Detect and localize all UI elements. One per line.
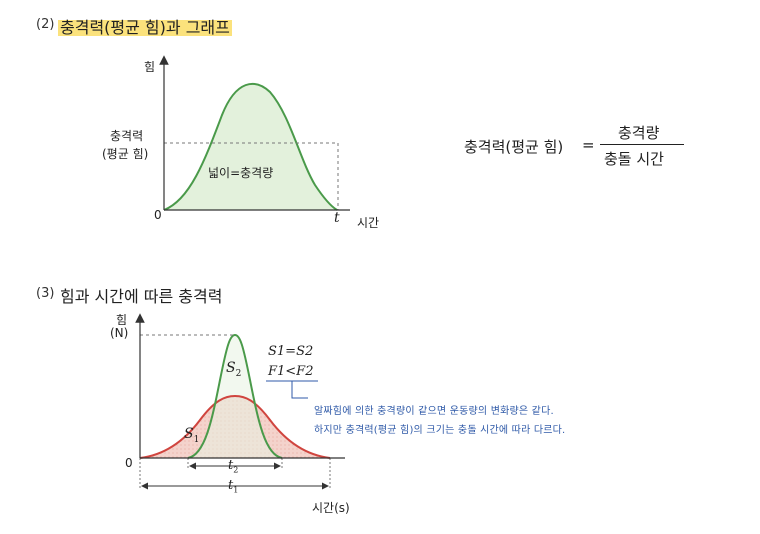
s2-letter: S [226, 360, 236, 376]
formula-fraction-line [600, 144, 684, 145]
section2-graph [159, 55, 350, 211]
relation-f1-f2: F1<F2 [268, 364, 314, 379]
note-line-2: 하지만 충격력(평균 힘)의 크기는 충돌 시간에 따라 다르다. [314, 425, 566, 436]
s2-avg-force-label-1: 충격력 [110, 129, 144, 143]
formula-numerator: 충격량 [618, 124, 660, 142]
t1-letter: t [228, 478, 234, 493]
formula-lhs: 충격력(평균 힘) [464, 138, 564, 156]
s2-area-label: 넓이=충격량 [208, 166, 274, 180]
s2-avg-force-label-2: (평균 힘) [102, 147, 149, 161]
s1-letter: S [184, 426, 194, 442]
s3-S1-label: S1 [184, 426, 199, 445]
section3-graph [135, 313, 345, 490]
red-pulse-curve [139, 394, 331, 459]
section3-number: (3) [36, 286, 55, 301]
s3-t2-label: t2 [228, 458, 238, 475]
s1-subscript: 1 [193, 434, 200, 445]
t2-subscript: 2 [233, 465, 239, 475]
s2-origin-label: 0 [154, 208, 162, 222]
s3-x-axis-label: 시간(s) [312, 501, 350, 515]
s2-subscript: 2 [235, 368, 242, 379]
green-pulse-fill [164, 83, 337, 210]
formula-equals: = [582, 136, 595, 154]
section2-title: 충격력(평균 힘)과 그래프 [58, 14, 232, 38]
s2-y-axis-label: 힘 [144, 60, 156, 74]
note-pointer [291, 381, 308, 399]
note-line-1: 알짜힘에 의한 충격량이 같으면 운동량의 변화량은 같다. [314, 406, 554, 417]
green-pulse-curve [163, 82, 338, 211]
s3-t1-label: t1 [228, 478, 238, 495]
section2-number: (2) [36, 17, 55, 32]
section3-title: 힘과 시간에 따른 충격력 [60, 287, 223, 306]
relation-s1-s2: S1=S2 [268, 344, 314, 359]
formula-denominator: 충돌 시간 [604, 150, 664, 168]
s3-S2-label: S2 [226, 360, 241, 379]
s2-t-label: t [334, 210, 340, 226]
s2-x-axis-label: 시간 [357, 216, 380, 230]
s3-y-axis-label-1: 힘 [116, 313, 128, 327]
s3-origin-label: 0 [125, 456, 133, 470]
t2-letter: t [228, 458, 234, 473]
green-pulse-curve-3 [187, 333, 283, 459]
s3-y-axis-label-2: (N) [110, 326, 129, 340]
t1-subscript: 1 [233, 485, 239, 495]
